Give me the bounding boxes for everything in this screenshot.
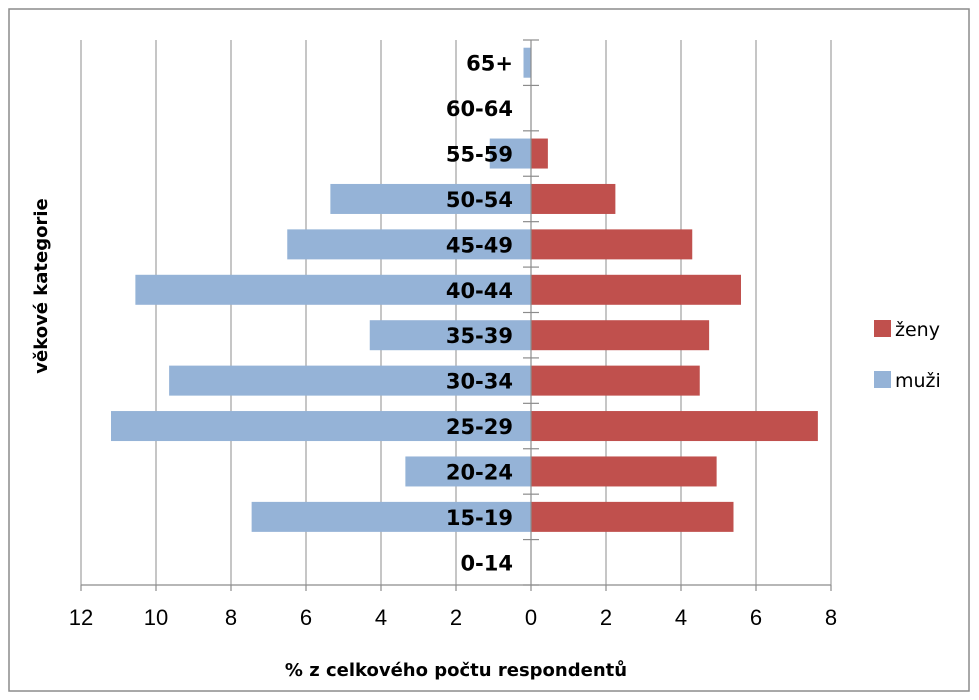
x-tick-label: 4 [675, 605, 687, 630]
x-tick-label: 6 [750, 605, 762, 630]
bar-right [531, 229, 693, 260]
bar-right [531, 183, 616, 214]
x-tick-label: 12 [69, 605, 93, 630]
x-tick-label: 8 [825, 605, 837, 630]
legend-swatch [874, 371, 891, 388]
x-tick-label: 2 [600, 605, 612, 630]
x-tick-label: 6 [300, 605, 312, 630]
category-label: 35-39 [446, 324, 513, 348]
category-label: 15-19 [446, 506, 513, 530]
bar-right [531, 456, 717, 487]
bar-right [531, 274, 741, 305]
bar-right [531, 501, 734, 532]
category-label: 40-44 [446, 279, 513, 303]
legend-label: ženy [895, 319, 940, 341]
bar-left [287, 229, 531, 260]
category-label: 60-64 [446, 97, 513, 121]
y-axis-title: věkové kategorie [31, 198, 52, 373]
bar-left [111, 411, 531, 442]
bar-left [489, 138, 531, 169]
legend: ženy muži [874, 319, 941, 392]
axes [80, 39, 832, 591]
category-label: 30-34 [446, 370, 513, 394]
bar-left [251, 501, 531, 532]
bars [111, 47, 818, 532]
category-label: 0-14 [460, 551, 513, 575]
category-label: 65+ [466, 52, 513, 76]
bar-right [531, 320, 710, 351]
category-labels: 0-14 15-19 20-24 25-29 30-34 35-39 40-44 45-49 5… [446, 52, 513, 576]
bar-right [531, 138, 548, 169]
x-tick-label: 2 [450, 605, 462, 630]
bar-left [405, 456, 531, 487]
bar-left [523, 47, 531, 78]
category-label: 50-54 [446, 188, 513, 212]
x-tick-label: 4 [375, 605, 387, 630]
bar-left [169, 365, 531, 396]
category-label: 45-49 [446, 233, 513, 257]
x-tick-label: 0 [525, 605, 537, 630]
x-tick-label: 8 [225, 605, 237, 630]
bar-right [531, 365, 700, 396]
category-label: 20-24 [446, 460, 513, 484]
bar-left [369, 320, 531, 351]
legend-label: muži [895, 370, 941, 392]
x-tick-labels: 12 10 8 6 4 2 0 2 4 6 8 [69, 605, 837, 630]
category-label: 55-59 [446, 143, 513, 167]
bar-left [135, 274, 531, 305]
category-label: 25-29 [446, 415, 513, 439]
x-tick-label: 10 [144, 605, 168, 630]
x-axis-title: % z celkového počtu respondentů [285, 659, 627, 681]
legend-swatch [874, 320, 891, 337]
bar-right [531, 411, 818, 442]
bar-left [330, 183, 531, 214]
